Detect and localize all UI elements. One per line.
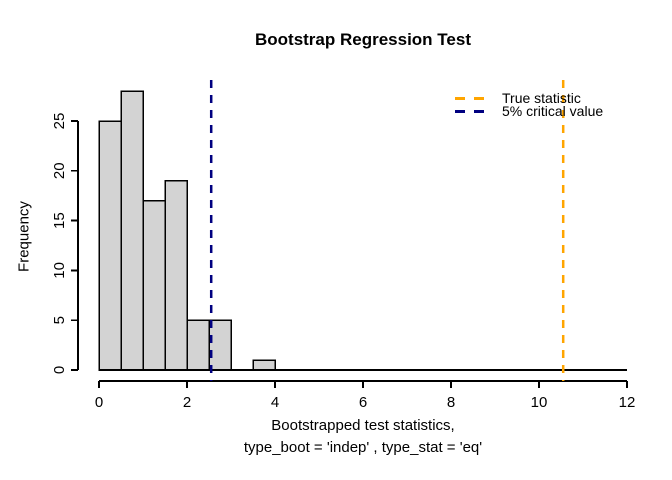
x-axis-tick-label: 10 [531, 394, 548, 411]
histogram-bar [142, 199, 166, 371]
x-axis-label-line1: Bootstrapped test statistics, [271, 417, 455, 434]
orange-dashed-line-icon [455, 97, 487, 100]
x-axis-label-line2: type_boot = 'indep' , type_stat = 'eq' [243, 439, 483, 456]
legend-label: True statistic [502, 90, 581, 106]
y-axis-tick-label: 5 [51, 316, 68, 324]
x-axis-tick-label: 8 [447, 394, 455, 411]
y-axis-tick-label: 15 [51, 212, 68, 229]
y-axis-label: Frequency [15, 201, 33, 272]
histogram-bar [252, 359, 276, 371]
legend-item-critical-value: 5% critical value [455, 103, 604, 119]
x-axis-tick-label: 12 [619, 394, 636, 411]
histogram-bar [120, 90, 144, 371]
x-axis-tick-label: 4 [271, 394, 279, 411]
x-axis-tick-label: 0 [95, 394, 103, 411]
navy-dashed-line-icon [455, 110, 487, 113]
y-axis-tick-label: 0 [51, 366, 68, 374]
legend: True statistic 5% critical value [455, 90, 604, 119]
legend-label: 5% critical value [502, 103, 604, 119]
y-axis-tick-label: 10 [51, 262, 68, 279]
histogram-bar [186, 319, 210, 371]
x-axis-tick-label: 6 [359, 394, 367, 411]
y-axis-tick-label: 25 [51, 113, 68, 130]
y-axis-tick-label: 20 [51, 162, 68, 179]
legend-item-true-statistic: True statistic [455, 90, 603, 106]
histogram-bar [98, 120, 122, 371]
histogram-bar [164, 180, 188, 371]
chart-title: Bootstrap Regression Test [254, 30, 471, 49]
x-axis-tick-label: 2 [183, 394, 191, 411]
